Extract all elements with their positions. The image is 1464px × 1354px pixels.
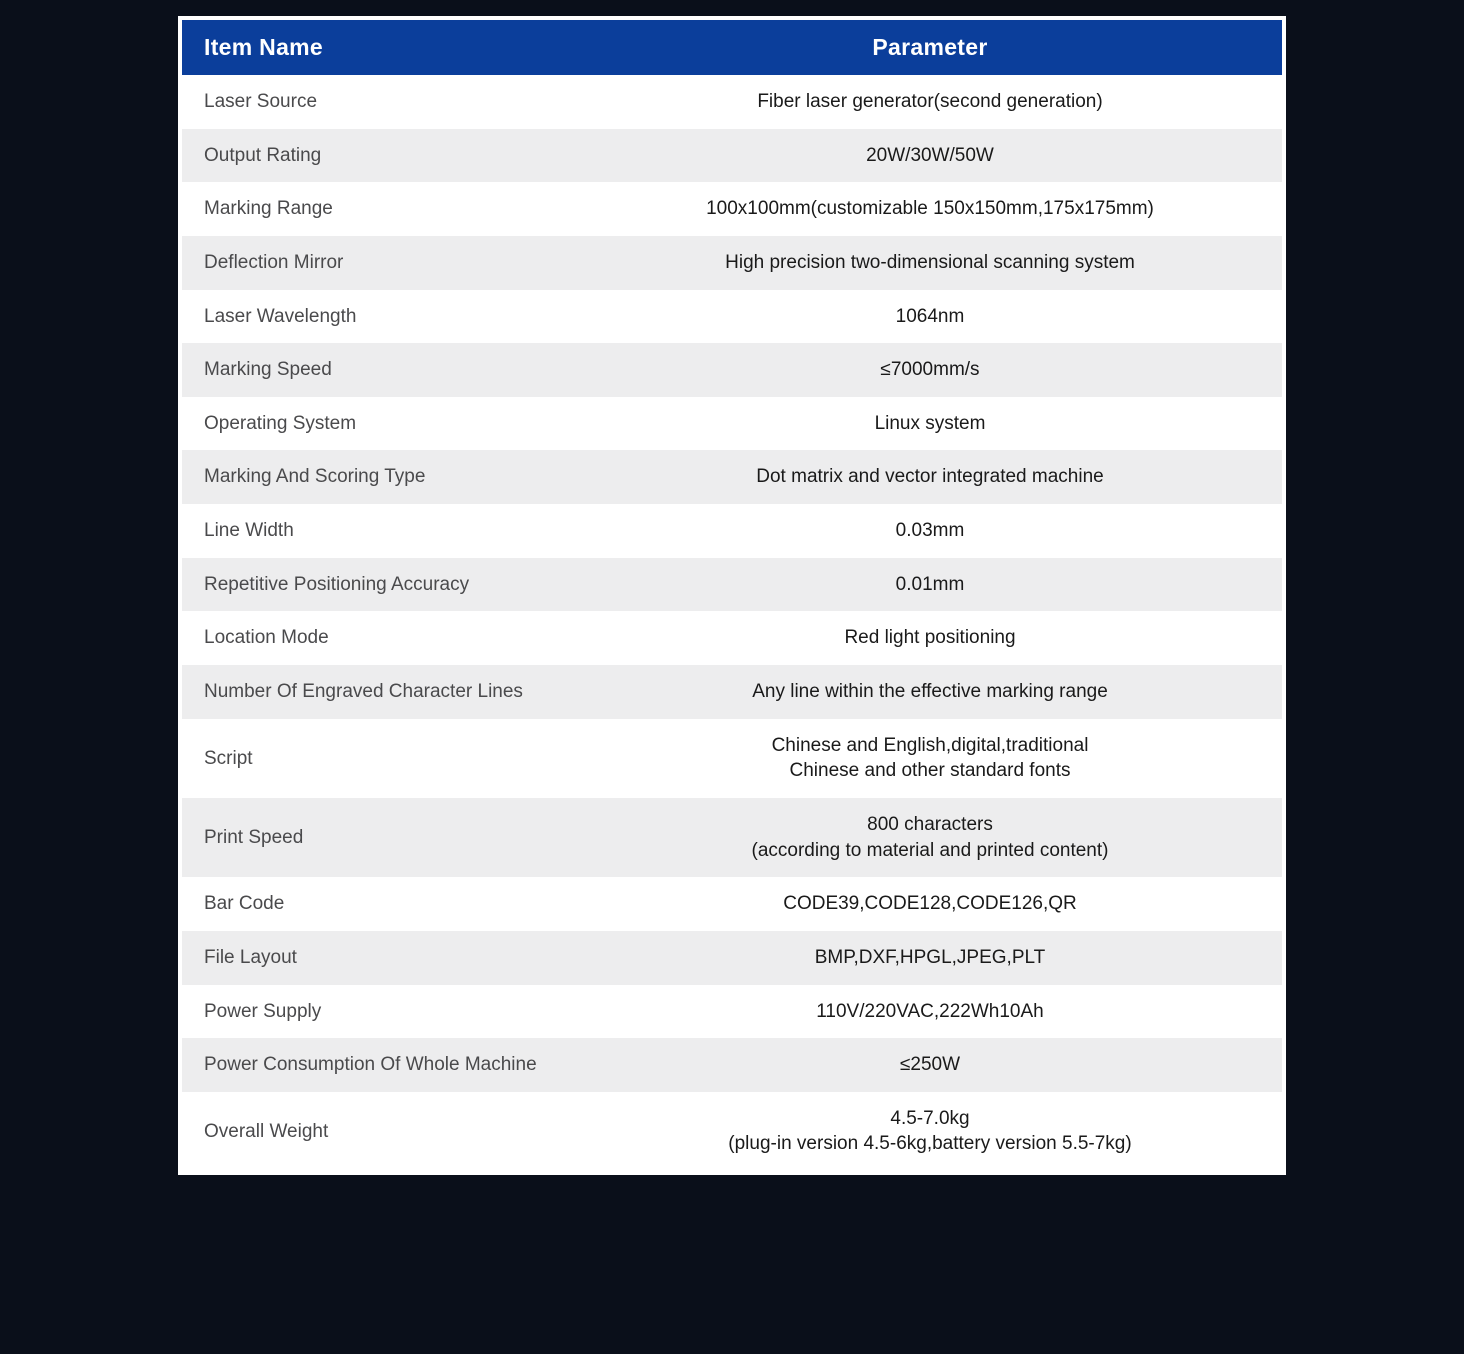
row-item-name: Repetitive Positioning Accuracy: [182, 558, 578, 612]
table-row: Power Supply110V/220VAC,222Wh10Ah: [182, 985, 1282, 1039]
table-row: Bar CodeCODE39,CODE128,CODE126,QR: [182, 877, 1282, 931]
table-body: Laser SourceFiber laser generator(second…: [182, 75, 1282, 1171]
row-item-name: Location Mode: [182, 611, 578, 665]
row-parameter-value: 100x100mm(customizable 150x150mm,175x175…: [578, 182, 1282, 236]
row-parameter-value: ≤7000mm/s: [578, 343, 1282, 397]
row-parameter-value: 0.03mm: [578, 504, 1282, 558]
table-row: Line Width0.03mm: [182, 504, 1282, 558]
table-row: Marking Speed≤7000mm/s: [182, 343, 1282, 397]
row-item-name: Script: [182, 719, 578, 798]
table-header-row: Item Name Parameter: [182, 20, 1282, 75]
row-parameter-value: 4.5-7.0kg (plug-in version 4.5-6kg,batte…: [578, 1092, 1282, 1171]
table-row: Overall Weight4.5-7.0kg (plug-in version…: [182, 1092, 1282, 1171]
row-item-name: Number Of Engraved Character Lines: [182, 665, 578, 719]
row-item-name: File Layout: [182, 931, 578, 985]
row-parameter-value: High precision two-dimensional scanning …: [578, 236, 1282, 290]
table-header: Item Name Parameter: [182, 20, 1282, 75]
row-item-name: Overall Weight: [182, 1092, 578, 1171]
row-item-name: Marking Speed: [182, 343, 578, 397]
table-row: Laser Wavelength1064nm: [182, 290, 1282, 344]
table-row: Output Rating20W/30W/50W: [182, 129, 1282, 183]
row-item-name: Power Supply: [182, 985, 578, 1039]
row-parameter-value: 20W/30W/50W: [578, 129, 1282, 183]
column-header-item-name: Item Name: [182, 20, 578, 75]
row-item-name: Bar Code: [182, 877, 578, 931]
row-parameter-value: Dot matrix and vector integrated machine: [578, 450, 1282, 504]
row-item-name: Print Speed: [182, 798, 578, 877]
row-parameter-value: Red light positioning: [578, 611, 1282, 665]
row-parameter-value: ≤250W: [578, 1038, 1282, 1092]
row-item-name: Operating System: [182, 397, 578, 451]
table-row: Print Speed800 characters (according to …: [182, 798, 1282, 877]
row-item-name: Marking Range: [182, 182, 578, 236]
spec-table-container: Item Name Parameter Laser SourceFiber la…: [182, 20, 1282, 1171]
table-row: Operating SystemLinux system: [182, 397, 1282, 451]
row-item-name: Power Consumption Of Whole Machine: [182, 1038, 578, 1092]
row-parameter-value: Any line within the effective marking ra…: [578, 665, 1282, 719]
row-item-name: Deflection Mirror: [182, 236, 578, 290]
table-row: ScriptChinese and English,digital,tradit…: [182, 719, 1282, 798]
row-parameter-value: BMP,DXF,HPGL,JPEG,PLT: [578, 931, 1282, 985]
row-item-name: Laser Source: [182, 75, 578, 129]
row-parameter-value: Chinese and English,digital,traditional …: [578, 719, 1282, 798]
spec-table: Item Name Parameter Laser SourceFiber la…: [182, 20, 1282, 1171]
row-parameter-value: 1064nm: [578, 290, 1282, 344]
row-parameter-value: 0.01mm: [578, 558, 1282, 612]
table-row: Marking Range100x100mm(customizable 150x…: [182, 182, 1282, 236]
table-row: Power Consumption Of Whole Machine≤250W: [182, 1038, 1282, 1092]
row-item-name: Laser Wavelength: [182, 290, 578, 344]
table-row: Laser SourceFiber laser generator(second…: [182, 75, 1282, 129]
row-parameter-value: CODE39,CODE128,CODE126,QR: [578, 877, 1282, 931]
row-item-name: Output Rating: [182, 129, 578, 183]
table-row: Number Of Engraved Character LinesAny li…: [182, 665, 1282, 719]
row-parameter-value: Fiber laser generator(second generation): [578, 75, 1282, 129]
row-parameter-value: 110V/220VAC,222Wh10Ah: [578, 985, 1282, 1039]
table-row: File LayoutBMP,DXF,HPGL,JPEG,PLT: [182, 931, 1282, 985]
row-item-name: Line Width: [182, 504, 578, 558]
column-header-parameter: Parameter: [578, 20, 1282, 75]
row-item-name: Marking And Scoring Type: [182, 450, 578, 504]
row-parameter-value: Linux system: [578, 397, 1282, 451]
row-parameter-value: 800 characters (according to material an…: [578, 798, 1282, 877]
table-row: Repetitive Positioning Accuracy0.01mm: [182, 558, 1282, 612]
table-row: Location ModeRed light positioning: [182, 611, 1282, 665]
table-row: Deflection MirrorHigh precision two-dime…: [182, 236, 1282, 290]
table-row: Marking And Scoring TypeDot matrix and v…: [182, 450, 1282, 504]
